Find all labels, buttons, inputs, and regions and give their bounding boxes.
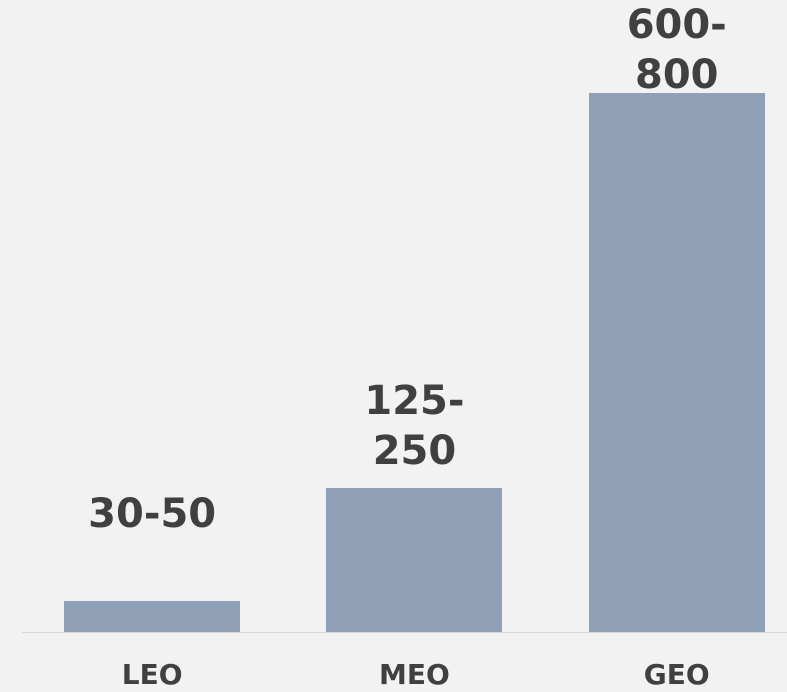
x-tick-label: MEO	[379, 658, 450, 691]
value-label: 600-800	[626, 2, 727, 98]
value-label: 125-250	[364, 377, 465, 474]
x-tick-label: LEO	[121, 658, 183, 691]
x-tick-label: GEO	[643, 658, 710, 691]
bar	[326, 487, 503, 632]
baseline	[22, 632, 787, 633]
bar	[588, 93, 765, 632]
bar	[64, 601, 241, 632]
value-label: 30-50	[88, 491, 217, 538]
